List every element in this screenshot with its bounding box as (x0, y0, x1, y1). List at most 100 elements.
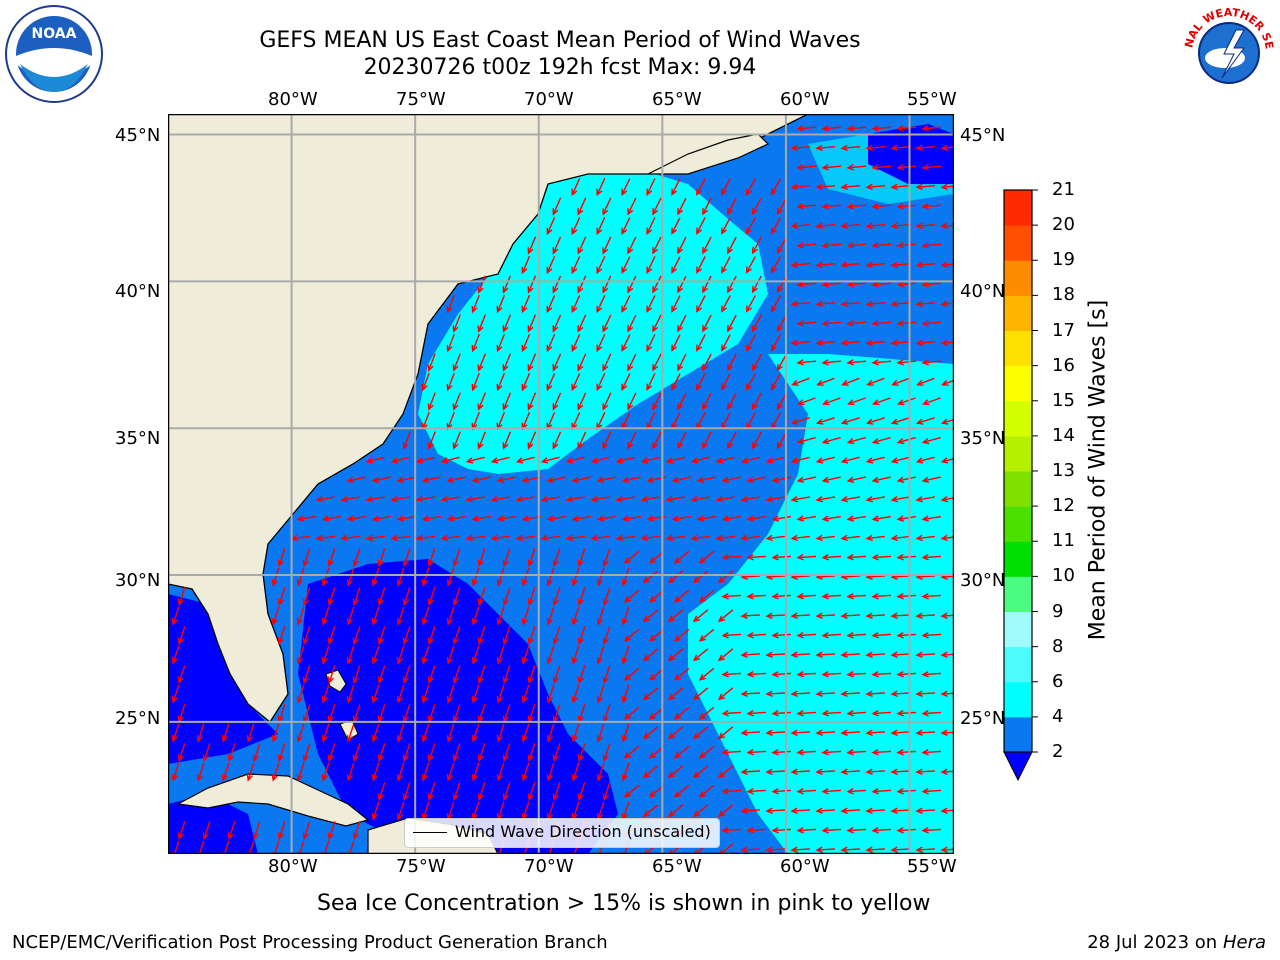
lat-label-right: 40°N (960, 281, 1006, 302)
wave-direction-arrow (871, 320, 892, 327)
wave-direction-arrow (815, 807, 836, 814)
wave-direction-arrow (815, 729, 836, 736)
wave-direction-arrow (865, 300, 886, 308)
wave-direction-arrow (815, 222, 836, 230)
wave-direction-arrow (421, 372, 430, 392)
wave-direction-arrow (846, 281, 867, 288)
wave-direction-arrow (751, 275, 762, 294)
wave-direction-arrow (727, 236, 737, 255)
wave-direction-arrow (571, 217, 581, 236)
wave-direction-arrow (790, 496, 811, 503)
wave-direction-arrow (546, 476, 566, 483)
wave-direction-arrow (740, 496, 761, 503)
wave-direction-arrow (477, 665, 486, 685)
wave-direction-arrow (796, 748, 817, 756)
wave-direction-arrow (721, 592, 742, 600)
wave-direction-arrow (321, 840, 330, 854)
wave-direction-arrow (515, 496, 536, 503)
wave-direction-arrow (465, 496, 486, 503)
wave-direction-arrow (471, 723, 480, 743)
wave-direction-arrow (890, 339, 911, 347)
wave-direction-arrow (177, 821, 186, 841)
lat-label-left: 25°N (115, 708, 161, 729)
wave-direction-arrow (302, 548, 311, 568)
wave-direction-arrow (721, 670, 742, 678)
wave-direction-arrow (377, 743, 386, 763)
wave-direction-arrow (321, 684, 330, 704)
wave-direction-arrow (652, 197, 662, 216)
wave-direction-arrow (277, 587, 286, 607)
wave-direction-arrow (327, 587, 336, 607)
wave-direction-arrow (496, 294, 506, 314)
wave-direction-arrow (721, 515, 742, 522)
wave-direction-arrow (371, 476, 391, 483)
wave-direction-arrow (698, 745, 715, 759)
wave-direction-arrow (841, 377, 860, 386)
wave-direction-arrow (346, 762, 355, 782)
wave-direction-arrow (452, 782, 461, 802)
wave-direction-arrow (471, 333, 480, 353)
wave-direction-arrow (540, 456, 560, 464)
wave-direction-arrow (871, 242, 892, 249)
wave-direction-arrow (471, 684, 480, 704)
wave-direction-arrow (477, 431, 487, 450)
wave-direction-arrow (740, 729, 761, 736)
wave-direction-arrow (815, 144, 836, 152)
wave-direction-arrow (196, 723, 205, 743)
wave-direction-arrow (596, 606, 605, 626)
wave-direction-arrow (171, 606, 180, 626)
wave-direction-arrow (921, 631, 942, 639)
wave-direction-arrow (840, 339, 861, 347)
wave-direction-arrow (940, 690, 954, 697)
graticule (168, 114, 954, 854)
wave-direction-arrow (546, 684, 555, 704)
lat-label-left: 35°N (115, 428, 161, 449)
wave-direction-arrow (621, 684, 630, 704)
wave-direction-arrow (921, 164, 942, 171)
wave-direction-arrow (890, 222, 911, 230)
colorbar-tick-label: 20 (1052, 214, 1075, 236)
wave-direction-arrow (515, 456, 535, 464)
wave-direction-arrow (821, 670, 842, 678)
wave-direction-arrow (717, 687, 734, 701)
wave-direction-arrow (771, 515, 792, 522)
wave-period-region-below-2-ne (868, 124, 954, 184)
wave-direction-arrow (627, 197, 637, 216)
wave-direction-arrow (815, 846, 836, 853)
wave-direction-arrow (771, 476, 791, 483)
wave-direction-arrow (527, 353, 537, 372)
wave-direction-arrow (477, 548, 486, 568)
wave-direction-arrow (717, 570, 734, 584)
wave-direction-arrow (346, 723, 355, 743)
wave-direction-arrow (546, 217, 556, 236)
wave-direction-arrow (623, 628, 640, 642)
wave-direction-arrow (615, 534, 635, 542)
wave-direction-arrow (821, 281, 842, 288)
wave-direction-arrow (865, 651, 886, 658)
wave-direction-arrow (771, 826, 792, 834)
colorbar-segment (1004, 295, 1032, 331)
wave-direction-arrow (796, 631, 817, 639)
wave-direction-arrow (671, 515, 692, 522)
wave-direction-arrow (571, 762, 580, 782)
wave-direction-arrow (623, 550, 640, 564)
wave-direction-arrow (746, 476, 766, 483)
wave-direction-arrow (846, 320, 867, 327)
wave-direction-arrow (596, 217, 606, 236)
wave-direction-arrow (296, 645, 305, 665)
wave-direction-arrow (915, 768, 936, 775)
wave-direction-arrow (496, 723, 505, 743)
wave-direction-arrow (327, 743, 336, 763)
wave-direction-arrow (915, 222, 936, 230)
wave-direction-arrow (677, 314, 687, 333)
wave-direction-arrow (221, 840, 230, 854)
wave-direction-arrow (746, 631, 767, 639)
wave-direction-arrow (790, 768, 811, 775)
colorbar-segment (1004, 506, 1032, 542)
wave-period-map (168, 114, 954, 854)
wave-direction-arrow (940, 339, 954, 347)
wave-direction-arrow (890, 496, 911, 503)
wave-direction-arrow (521, 762, 530, 782)
wave-direction-arrow (890, 690, 911, 697)
wave-direction-arrow (915, 144, 936, 152)
